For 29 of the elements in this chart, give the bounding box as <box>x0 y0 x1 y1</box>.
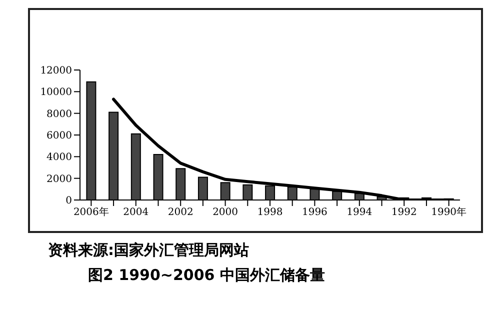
chart-frame: 2006年 2004 2002 2000 1998 1996 1994 1992 1990年 0 2000 4000 6000 8000 10000 12000 <box>28 8 483 233</box>
x-tick-label: 1992 <box>391 207 417 218</box>
x-tick-label: 1990年 <box>431 206 467 218</box>
x-tick-label: 2002 <box>168 207 194 218</box>
x-tick-label: 1996 <box>302 207 328 218</box>
y-tick-label: 10000 <box>40 87 72 98</box>
bar <box>108 112 119 200</box>
bar <box>265 185 276 200</box>
x-tick-label: 2006年 <box>73 206 109 218</box>
bar <box>86 81 96 200</box>
bar <box>220 182 230 200</box>
text: 资料来源:国家外汇管理局网站 <box>48 241 250 260</box>
y-tick-label: 4000 <box>46 152 72 164</box>
bar <box>130 133 141 200</box>
x-tick-label: 2004 <box>123 207 149 218</box>
x-tick-label: 1998 <box>257 207 283 218</box>
y-tick-label: 0 <box>66 196 72 207</box>
bar <box>287 186 298 200</box>
x-tick-label: 2000 <box>212 207 238 218</box>
y-tick-label: 8000 <box>46 108 72 120</box>
bar <box>198 176 208 200</box>
bar <box>153 154 164 200</box>
bar <box>242 184 253 200</box>
x-tick-label: 1994 <box>346 207 372 218</box>
y-tick-label: 12000 <box>40 66 72 77</box>
bar <box>176 168 186 200</box>
caption: 图2 1990~2006 中国外汇储备量 <box>88 266 326 285</box>
y-tick-label: 6000 <box>46 130 72 142</box>
y-tick-label: 2000 <box>46 174 72 185</box>
